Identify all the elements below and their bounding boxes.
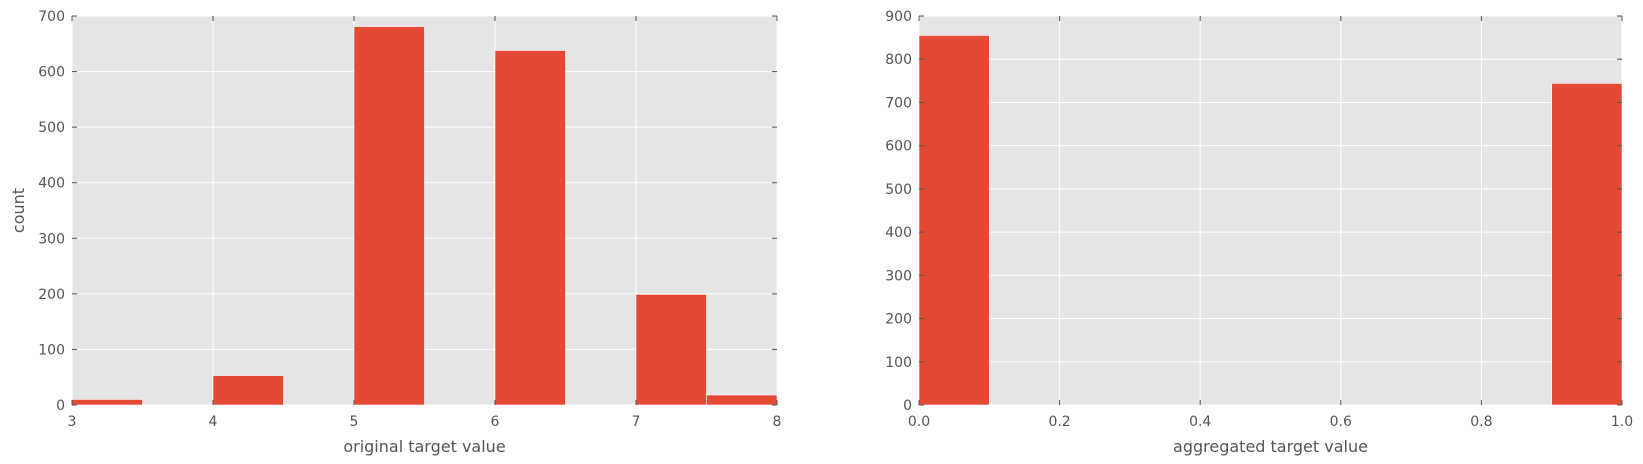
x-tick-label: 1.0 — [1611, 414, 1633, 430]
x-tick-label: 5 — [350, 414, 359, 430]
histogram-bar — [1551, 83, 1623, 406]
histogram-original-target: 3 4 5 6 7 8 0 100 200 300 400 500 600 700 original tar… — [9, 9, 781, 456]
histogram-bar — [71, 399, 143, 406]
y-tick-label: 100 — [38, 342, 65, 358]
histogram-bar — [353, 26, 425, 406]
y-tick-label: 900 — [885, 9, 912, 25]
histogram-bar — [212, 375, 284, 406]
x-tick-label: 0.6 — [1330, 414, 1352, 430]
y-tick-label: 300 — [885, 268, 912, 284]
x-tick-label: 3 — [68, 414, 77, 430]
histogram-bar — [635, 294, 707, 406]
y-tick-label: 200 — [38, 287, 65, 303]
y-tick-label: 700 — [38, 9, 65, 25]
x-tick-label: 0.8 — [1470, 414, 1492, 430]
x-tick-label: 0.2 — [1048, 414, 1070, 430]
x-tick-label: 4 — [209, 414, 218, 430]
x-tick-label: 7 — [632, 414, 641, 430]
y-tick-label: 600 — [38, 65, 65, 81]
x-axis-label: original target value — [343, 437, 505, 456]
y-tick-label: 700 — [885, 95, 912, 111]
x-tick-label: 8 — [773, 414, 782, 430]
y-tick-label: 100 — [885, 355, 912, 371]
x-tick-label: 0.0 — [908, 414, 930, 430]
histogram-bar — [706, 394, 778, 406]
y-axis-label: count — [9, 188, 28, 233]
y-tick-label: 500 — [38, 120, 65, 136]
y-tick-label: 600 — [885, 139, 912, 155]
plot-area — [919, 16, 1622, 405]
x-tick-label: 0.4 — [1189, 414, 1211, 430]
histogram-aggregated-target: 0.0 0.2 0.4 0.6 0.8 1.0 0 100 200 300 400 500 600 700… — [885, 9, 1633, 456]
y-tick-label: 400 — [885, 225, 912, 241]
y-tick-label: 800 — [885, 52, 912, 68]
y-tick-label: 400 — [38, 176, 65, 192]
histogram-bar — [918, 35, 990, 406]
x-axis-label: aggregated target value — [1173, 437, 1368, 456]
y-tick-label: 300 — [38, 231, 65, 247]
histogram-bar — [494, 50, 566, 406]
y-tick-label: 500 — [885, 182, 912, 198]
x-tick-label: 6 — [491, 414, 500, 430]
y-tick-label: 200 — [885, 312, 912, 328]
y-tick-label: 0 — [56, 398, 65, 414]
y-tick-label: 0 — [903, 398, 912, 414]
